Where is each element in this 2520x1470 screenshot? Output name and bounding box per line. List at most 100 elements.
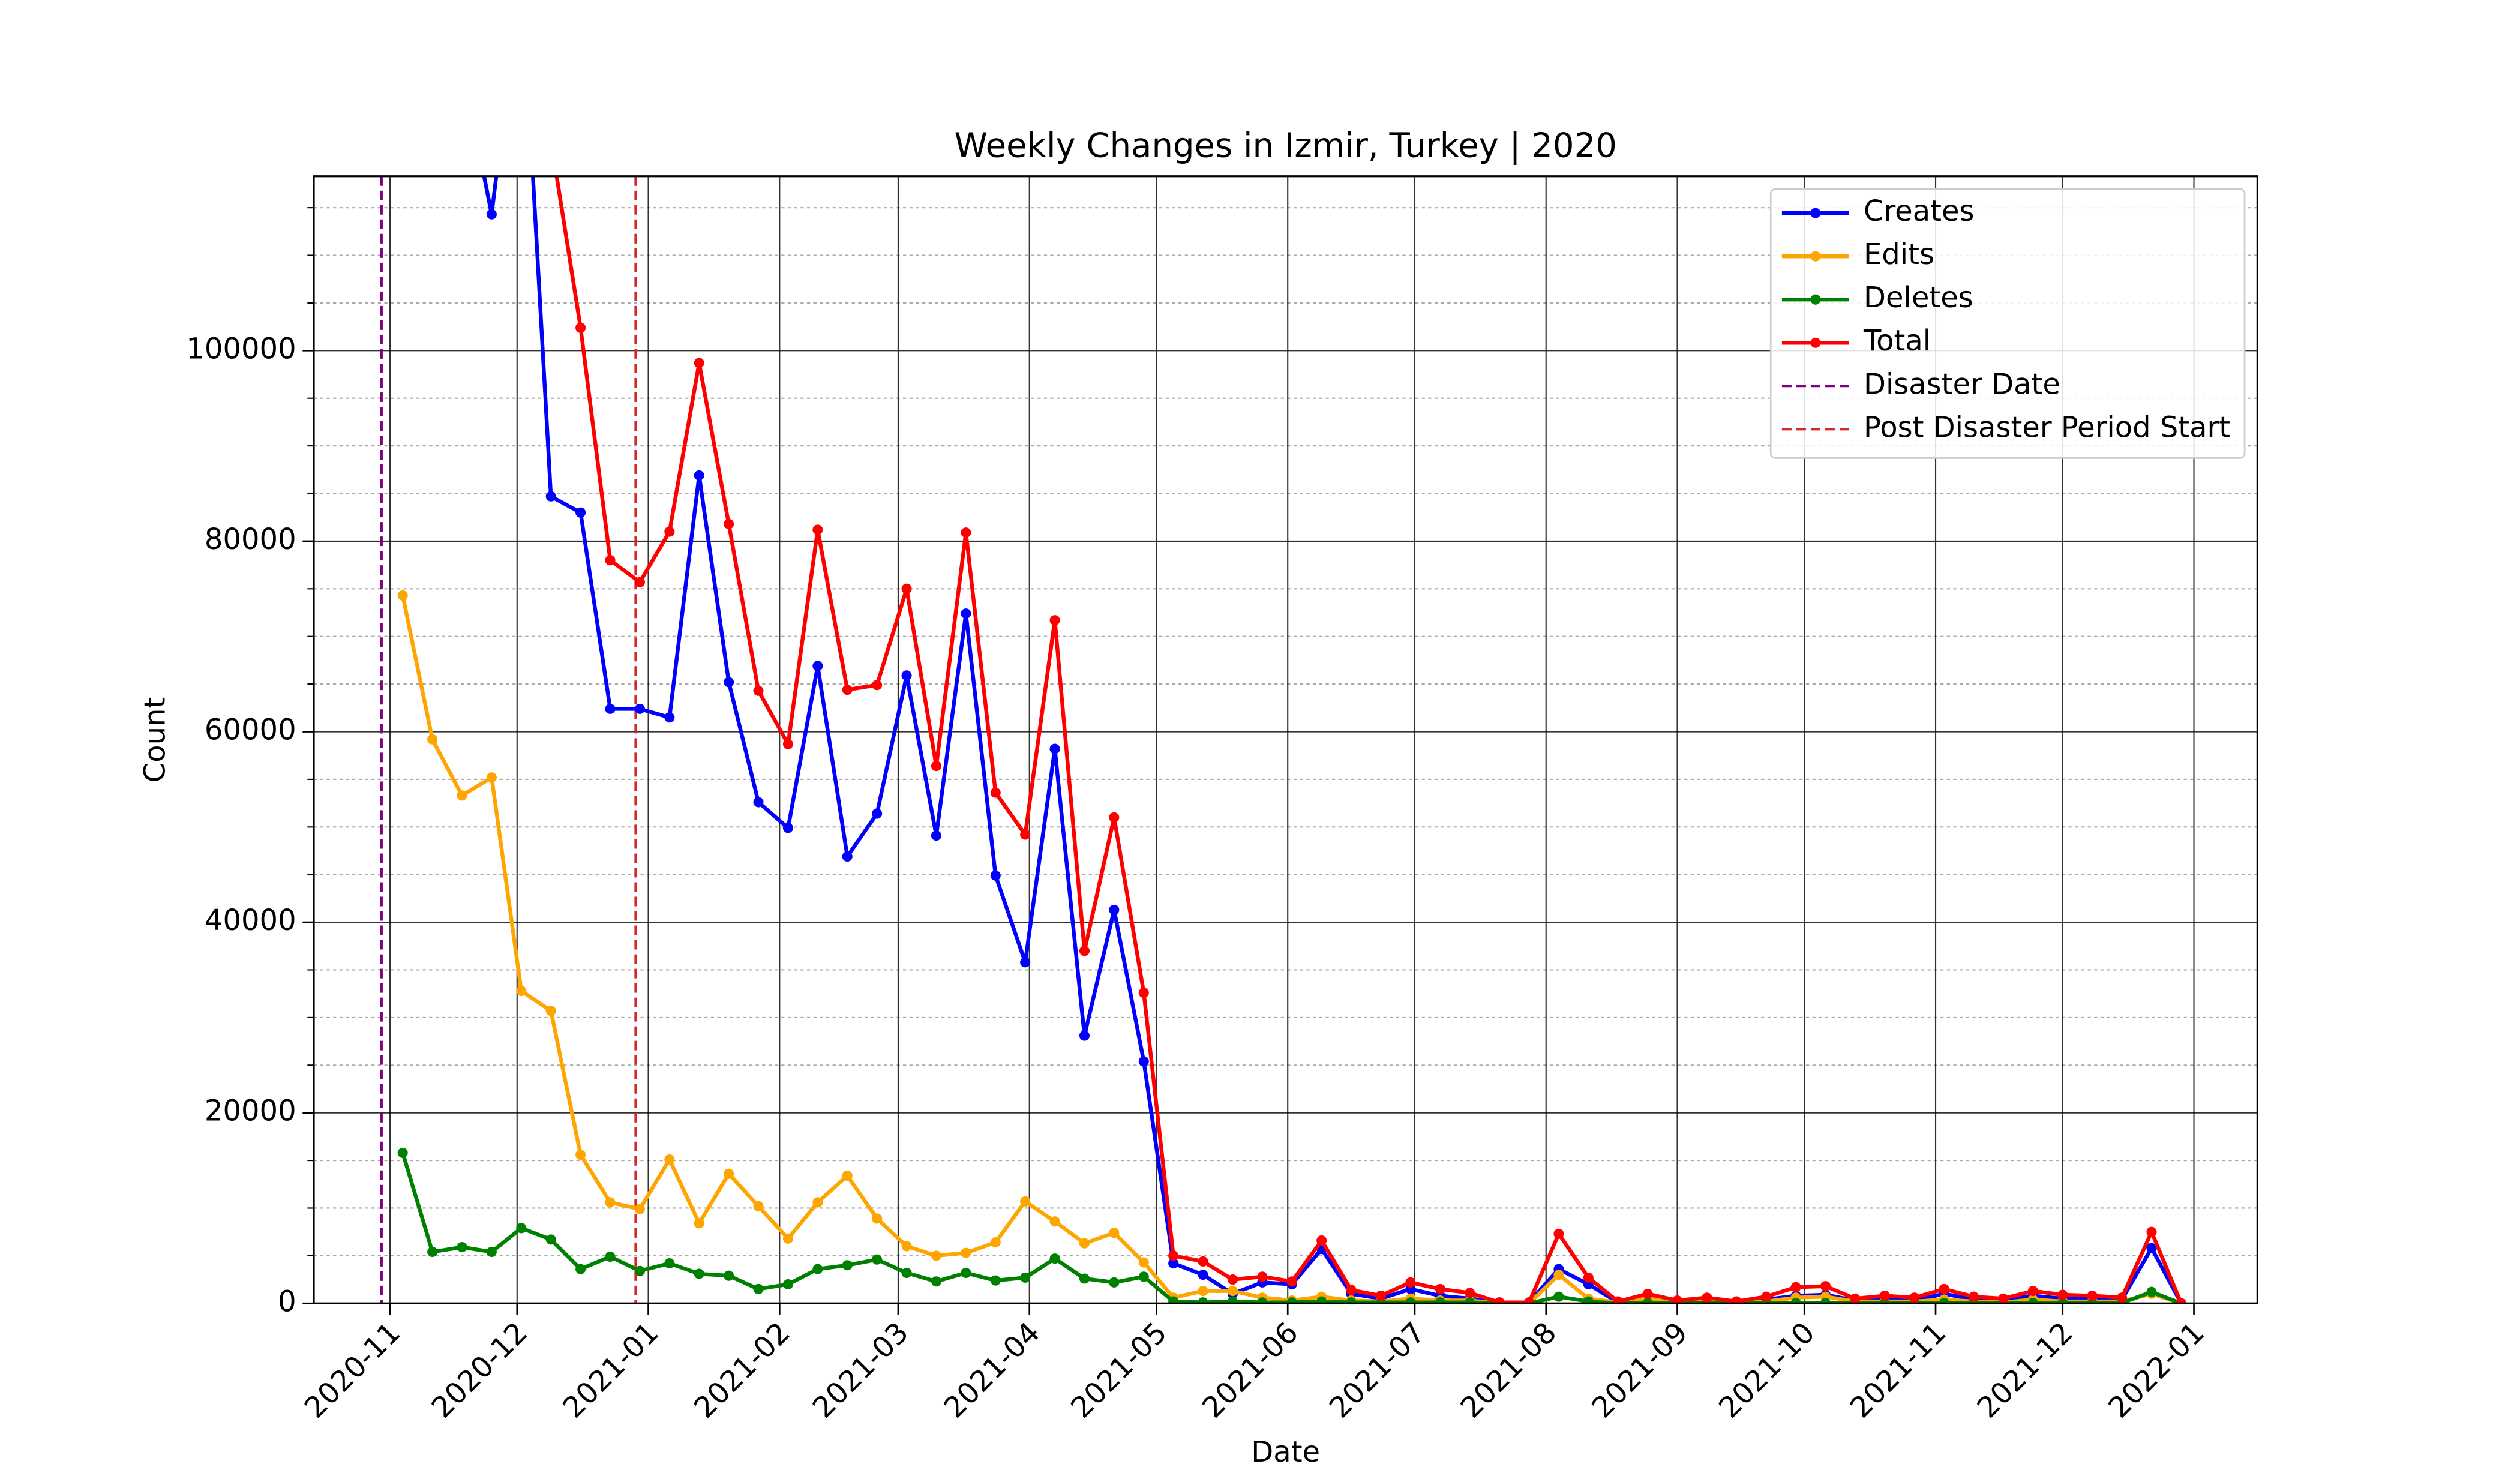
data-point: [1731, 1296, 1742, 1304]
data-point: [427, 1246, 438, 1258]
data-point: [724, 1168, 734, 1179]
data-point: [931, 761, 941, 772]
data-point: [545, 1234, 556, 1245]
data-point: [753, 1283, 764, 1294]
data-point: [872, 680, 883, 691]
legend-marker: [1810, 294, 1821, 305]
data-point: [575, 322, 586, 333]
data-point: [990, 1275, 1001, 1286]
data-point: [1109, 904, 1120, 915]
data-point: [1850, 1293, 1861, 1304]
data-point: [842, 851, 853, 862]
data-point: [664, 712, 675, 723]
chart-title: Weekly Changes in Izmir, Turkey | 2020: [955, 126, 1617, 165]
legend-marker: [1810, 208, 1821, 218]
plot-area: [380, 176, 2186, 1304]
data-point: [605, 555, 616, 566]
data-point: [782, 823, 793, 833]
data-point: [2027, 1286, 2038, 1297]
legend-marker: [1810, 337, 1821, 348]
data-point: [1257, 1297, 1268, 1304]
data-point: [1198, 1297, 1208, 1304]
plot-frame: [313, 175, 2258, 1304]
y-axis-label: Count: [138, 697, 172, 783]
data-point: [2146, 1226, 2157, 1237]
data-point: [634, 1204, 645, 1214]
data-point: [812, 1264, 823, 1274]
data-point: [1049, 1216, 1060, 1227]
data-point: [1465, 1288, 1475, 1298]
data-point: [545, 491, 556, 502]
data-point: [605, 703, 616, 714]
data-point: [872, 808, 883, 819]
data-point: [2117, 1292, 2128, 1303]
data-point: [1939, 1297, 1949, 1304]
data-point: [1316, 1235, 1327, 1246]
data-point: [724, 518, 734, 529]
data-point: [1968, 1291, 1979, 1302]
data-point: [1642, 1288, 1653, 1299]
data-point: [1079, 946, 1090, 956]
data-point: [812, 661, 823, 671]
data-point: [1553, 1291, 1564, 1302]
y-tick-label: 100000: [186, 332, 296, 365]
data-point: [1346, 1297, 1357, 1304]
data-point: [1405, 1297, 1416, 1304]
data-point: [1257, 1271, 1268, 1282]
data-point: [872, 1254, 883, 1265]
data-point: [1168, 1296, 1179, 1304]
data-point: [1138, 988, 1149, 998]
data-point: [1079, 1273, 1090, 1284]
data-point: [1286, 1297, 1297, 1304]
data-point: [753, 1201, 764, 1211]
data-point: [1642, 1297, 1653, 1304]
data-point: [664, 1258, 675, 1269]
data-point: [1435, 1297, 1445, 1304]
legend: Creates Edits Deletes Total Disaster Date Pos…: [1769, 188, 2246, 459]
data-point: [990, 787, 1001, 798]
data-point: [990, 870, 1001, 881]
data-point: [2087, 1291, 2098, 1301]
data-point: [1375, 1291, 1387, 1301]
legend-label: Deletes: [1864, 281, 1973, 314]
data-point: [1227, 1286, 1238, 1297]
data-point: [1109, 812, 1120, 823]
data-point: [486, 772, 497, 783]
data-point: [1553, 1270, 1564, 1280]
data-point: [1168, 1250, 1179, 1261]
data-point: [1790, 1297, 1801, 1304]
legend-label: Post Disaster Period Start: [1864, 410, 2230, 444]
data-point: [486, 1246, 497, 1258]
data-point: [1109, 1277, 1120, 1288]
data-point: [724, 1270, 734, 1281]
data-point: [1523, 1297, 1535, 1304]
data-point: [931, 830, 941, 841]
data-point: [664, 526, 675, 537]
y-tick-label: 0: [278, 1285, 296, 1318]
data-point: [1820, 1297, 1831, 1304]
data-point: [457, 790, 467, 801]
y-tick-label: 20000: [205, 1094, 296, 1128]
data-point: [782, 739, 793, 749]
data-point: [486, 209, 497, 220]
data-point: [961, 1267, 971, 1278]
data-point: [397, 590, 408, 601]
data-point: [1227, 1274, 1238, 1285]
data-point: [1672, 1295, 1683, 1304]
data-point: [901, 670, 912, 681]
data-point: [1998, 1293, 2009, 1304]
legend-marker: [1810, 251, 1821, 262]
data-point: [724, 677, 734, 688]
data-point: [1109, 1228, 1120, 1238]
data-point: [1198, 1286, 1208, 1297]
data-point: [1465, 1297, 1475, 1304]
data-point: [1079, 1238, 1090, 1249]
data-point: [1346, 1285, 1357, 1295]
data-point: [1761, 1291, 1772, 1302]
data-point: [545, 1006, 556, 1016]
x-axis-label: Date: [1251, 1435, 1320, 1469]
data-point: [1198, 1256, 1208, 1267]
data-point: [457, 1242, 467, 1253]
